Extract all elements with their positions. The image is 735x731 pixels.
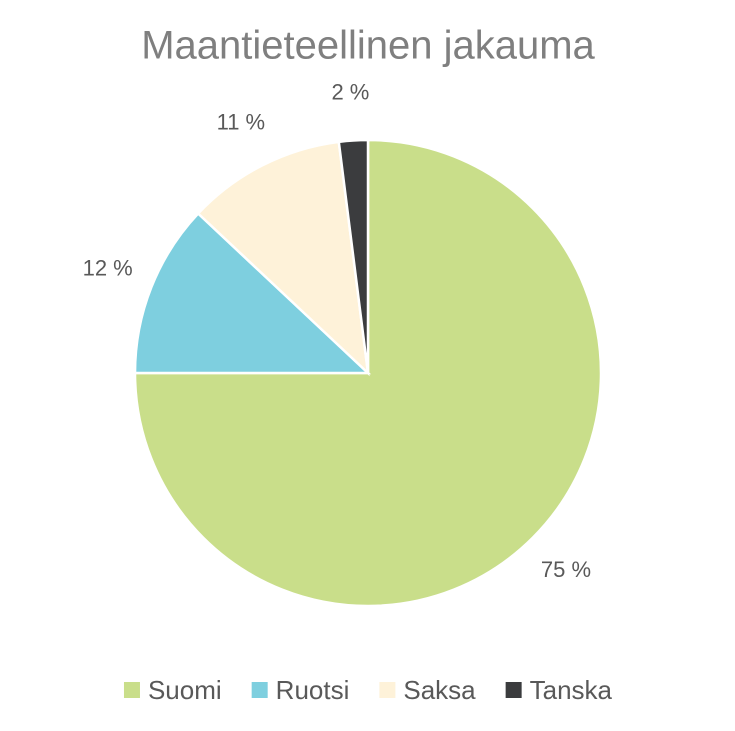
data-label: 75 % <box>541 557 591 582</box>
data-label: 12 % <box>83 256 133 281</box>
legend-label: Suomi <box>148 675 222 705</box>
data-label: 2 % <box>331 79 369 104</box>
legend-swatch <box>379 682 396 698</box>
chart-title: Maantieteellinen jakauma <box>141 24 595 68</box>
legend-swatch <box>505 682 522 698</box>
legend-label: Tanska <box>530 675 613 705</box>
legend-swatch <box>251 682 268 698</box>
legend-swatch <box>123 682 140 698</box>
data-label: 11 % <box>217 109 266 134</box>
legend-label: Saksa <box>403 675 476 705</box>
legend-label: Ruotsi <box>276 675 350 705</box>
pie-slice <box>196 140 370 377</box>
pie-slice <box>133 211 372 375</box>
pie-slice <box>337 138 370 374</box>
